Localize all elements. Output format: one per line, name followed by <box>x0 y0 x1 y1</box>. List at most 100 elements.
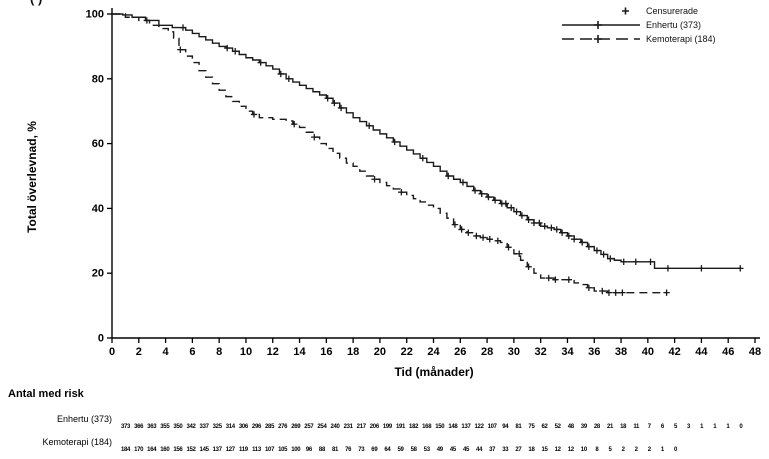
censor-mark <box>585 243 593 250</box>
risk-value: 191 <box>395 424 406 430</box>
censor-mark <box>513 208 520 215</box>
risk-value: 7 <box>647 424 651 430</box>
censor-mark <box>605 289 613 296</box>
censor-mark <box>250 111 258 118</box>
censor-mark <box>458 226 465 233</box>
censor-mark <box>599 287 606 295</box>
risk-value: 137 <box>212 447 222 453</box>
censored-plus-icon <box>622 7 629 15</box>
x-tick-label: 12 <box>267 346 279 358</box>
censor-mark <box>545 274 552 282</box>
censor-mark <box>632 258 639 266</box>
censor-mark <box>471 187 479 194</box>
legend-label: Censurerade <box>646 6 699 16</box>
y-tick-label: 20 <box>92 268 104 280</box>
x-tick-label: 6 <box>189 346 195 358</box>
x-tick-label: 16 <box>320 346 332 358</box>
censor-mark <box>502 200 510 207</box>
x-tick-label: 42 <box>669 346 681 358</box>
censor-mark <box>619 289 626 296</box>
risk-value: 107 <box>487 424 497 430</box>
legend-item-kemoterapi: Kemoterapi (184) <box>560 32 716 46</box>
censor-mark <box>257 59 264 66</box>
risk-value: 81 <box>515 424 522 430</box>
risk-value: 62 <box>541 424 548 430</box>
risk-value: 37 <box>489 447 496 453</box>
km-curve-dashed <box>112 13 667 294</box>
censor-mark <box>459 179 467 186</box>
risk-value: 276 <box>278 424 288 430</box>
censor-mark <box>620 258 627 266</box>
risk-value: 206 <box>369 424 379 430</box>
dashed-line-icon <box>562 35 640 43</box>
risk-value: 342 <box>186 424 196 430</box>
censor-mark <box>578 239 586 246</box>
x-tick-label: 48 <box>749 346 761 358</box>
y-tick-label: 40 <box>92 203 104 215</box>
censor-mark <box>311 133 318 141</box>
censor-mark <box>612 289 619 296</box>
risk-value: 48 <box>567 424 574 430</box>
risk-value: 160 <box>160 447 170 453</box>
risk-value: 53 <box>423 447 430 453</box>
censor-mark <box>465 229 472 236</box>
risk-value: 105 <box>278 447 288 453</box>
x-tick-label: 34 <box>561 346 574 358</box>
risk-value: 27 <box>515 447 522 453</box>
censor-mark <box>593 247 601 254</box>
x-axis-label: Tid (månader) <box>394 365 474 379</box>
censor-mark <box>491 197 499 204</box>
risk-value: 64 <box>384 447 391 453</box>
censor-mark <box>290 120 298 128</box>
x-tick-label: 36 <box>588 346 600 358</box>
risk-value: 1 <box>700 424 704 430</box>
censor-mark <box>277 70 284 78</box>
x-tick-label: 24 <box>427 346 440 358</box>
risk-value: 314 <box>225 424 235 430</box>
x-tick-label: 20 <box>374 346 386 358</box>
risk-value: 325 <box>212 424 222 430</box>
risk-value: 240 <box>330 424 340 430</box>
risk-value: 254 <box>317 424 327 430</box>
risk-value: 122 <box>474 424 484 430</box>
risk-row-label: Kemoterapi (184) <box>42 437 112 447</box>
risk-value: 3 <box>687 424 691 430</box>
risk-value: 1 <box>726 424 730 430</box>
risk-value: 152 <box>186 447 196 453</box>
censor-mark <box>366 122 373 129</box>
censor-mark <box>479 234 487 241</box>
censor-mark <box>664 265 672 272</box>
risk-value: 18 <box>528 447 535 453</box>
risk-row-values: 184 170 164 160 156 152 145 137 127 119 113 107 105 1… <box>119 438 682 456</box>
y-tick-label: 80 <box>92 73 104 85</box>
censor-mark <box>285 75 293 82</box>
censor-mark <box>525 216 532 223</box>
censor-mark <box>179 24 187 31</box>
risk-value: 6 <box>660 424 664 430</box>
censor-mark <box>647 258 654 266</box>
censor-mark <box>398 189 405 196</box>
censor-mark <box>548 224 555 232</box>
risk-value: 184 <box>120 447 131 453</box>
censor-mark <box>486 235 493 243</box>
censor-mark <box>565 232 572 240</box>
risk-value: 10 <box>580 447 587 453</box>
censor-mark <box>737 265 744 272</box>
censor-mark <box>445 172 452 180</box>
risk-value: 15 <box>541 447 548 453</box>
risk-value: 100 <box>291 447 301 453</box>
solid-line-icon <box>562 21 640 29</box>
risk-value: 199 <box>382 424 392 430</box>
censor-mark <box>518 212 526 219</box>
x-tick-label: 44 <box>695 346 708 358</box>
x-tick-label: 26 <box>454 346 466 358</box>
risk-value: 12 <box>567 447 574 453</box>
risk-value: 366 <box>134 424 144 430</box>
censor-mark <box>530 219 538 227</box>
risk-value: 12 <box>554 447 561 453</box>
legend: Censurerade Enhertu (373) Kemoterapi (18… <box>560 4 716 46</box>
risk-value: 363 <box>147 424 157 430</box>
x-tick-label: 32 <box>535 346 547 358</box>
risk-value: 182 <box>409 424 419 430</box>
